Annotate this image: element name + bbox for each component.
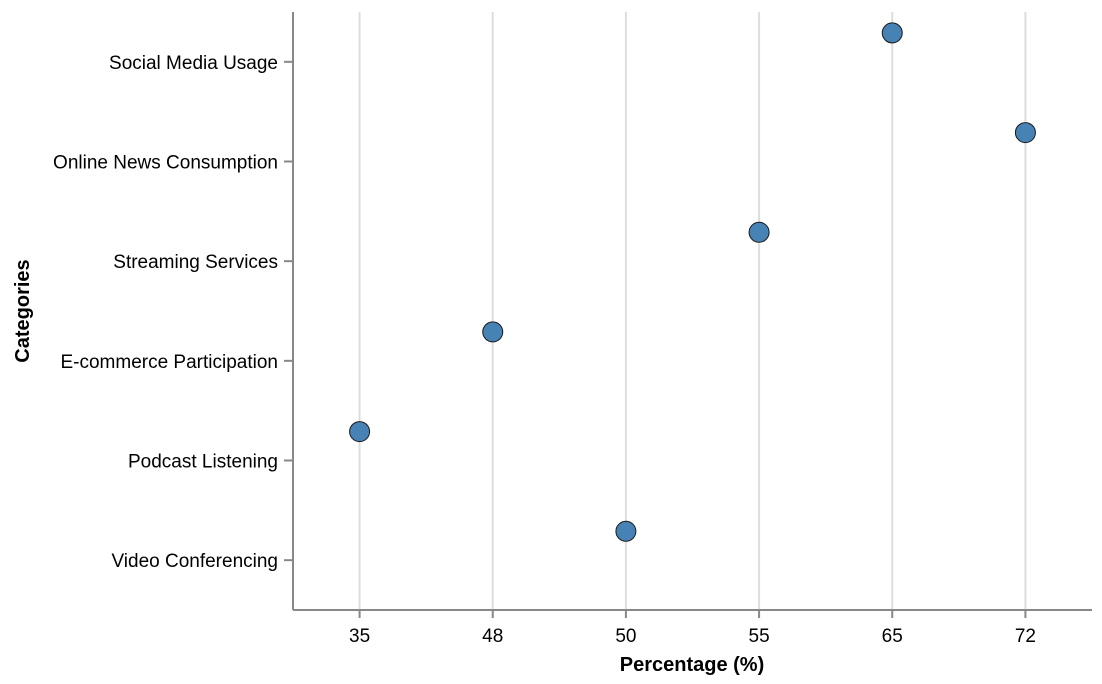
y-tick-label: Online News Consumption [53, 153, 278, 174]
x-axis-title: Percentage (%) [620, 654, 765, 676]
y-axis: Social Media Usage Online News Consumptio… [53, 53, 293, 572]
y-tick-label: Video Conferencing [111, 551, 278, 572]
x-tick-label: 50 [615, 626, 636, 647]
x-tick-label: 65 [882, 626, 903, 647]
x-tick-label: 72 [1015, 626, 1036, 647]
data-point [615, 520, 637, 542]
y-tick-label: Podcast Listening [128, 452, 278, 473]
y-tick-label: Social Media Usage [109, 53, 278, 74]
data-point [881, 22, 903, 44]
x-axis: 35 48 50 55 65 72 [349, 610, 1036, 647]
y-axis-title: Categories [12, 259, 34, 362]
data-point [349, 421, 371, 443]
gridlines [358, 12, 1027, 610]
x-tick-label: 55 [749, 626, 770, 647]
data-points [349, 22, 1036, 542]
x-tick-label: 35 [349, 626, 370, 647]
data-point [1014, 122, 1036, 144]
y-tick-label: E-commerce Participation [60, 352, 278, 373]
data-point [482, 321, 504, 343]
x-tick-label: 48 [482, 626, 503, 647]
y-tick-label: Streaming Services [113, 252, 278, 273]
data-point [748, 221, 770, 243]
